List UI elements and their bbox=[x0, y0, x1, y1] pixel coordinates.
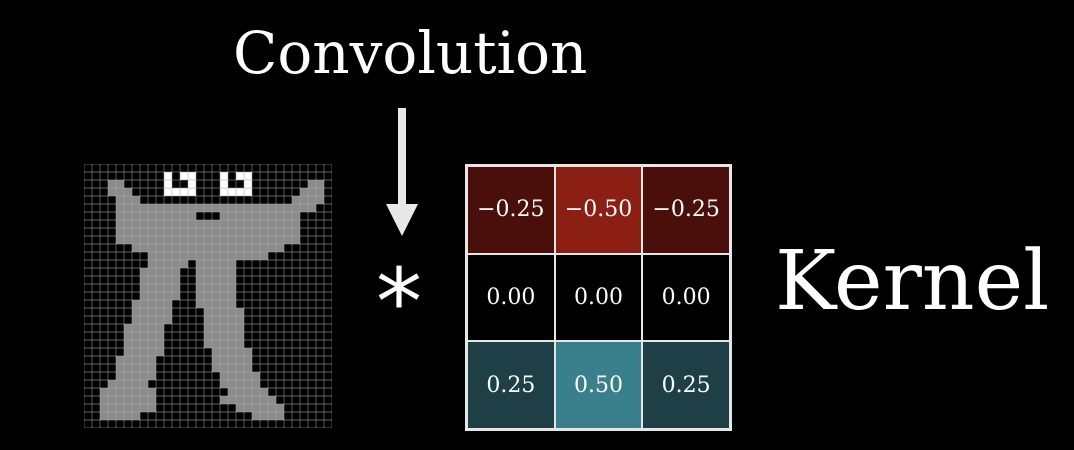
kernel-cell-0-0: −0.25 bbox=[467, 166, 555, 254]
convolution-operator: * bbox=[376, 249, 422, 356]
kernel-label: Kernel bbox=[775, 234, 1050, 329]
kernel-cell-2-2: 0.25 bbox=[642, 341, 730, 429]
title: Convolution bbox=[233, 19, 588, 87]
down-arrow-icon bbox=[386, 108, 418, 236]
kernel-cell-1-2: 0.00 bbox=[642, 253, 730, 342]
kernel-cell-1-0: 0.00 bbox=[467, 253, 555, 342]
kernel-cell-2-0: 0.25 bbox=[467, 341, 555, 429]
mouth bbox=[196, 212, 220, 220]
pixel-image bbox=[84, 164, 332, 428]
kernel-cell-0-1: −0.50 bbox=[554, 166, 643, 254]
kernel-cell-1-1: 0.00 bbox=[554, 253, 643, 342]
kernel-matrix: −0.25 −0.50 −0.25 0.00 0.00 0.00 0.25 0.50 0.25 bbox=[465, 164, 732, 431]
kernel-cell-0-2: −0.25 bbox=[642, 166, 730, 254]
kernel-cell-2-1: 0.50 bbox=[554, 341, 643, 429]
